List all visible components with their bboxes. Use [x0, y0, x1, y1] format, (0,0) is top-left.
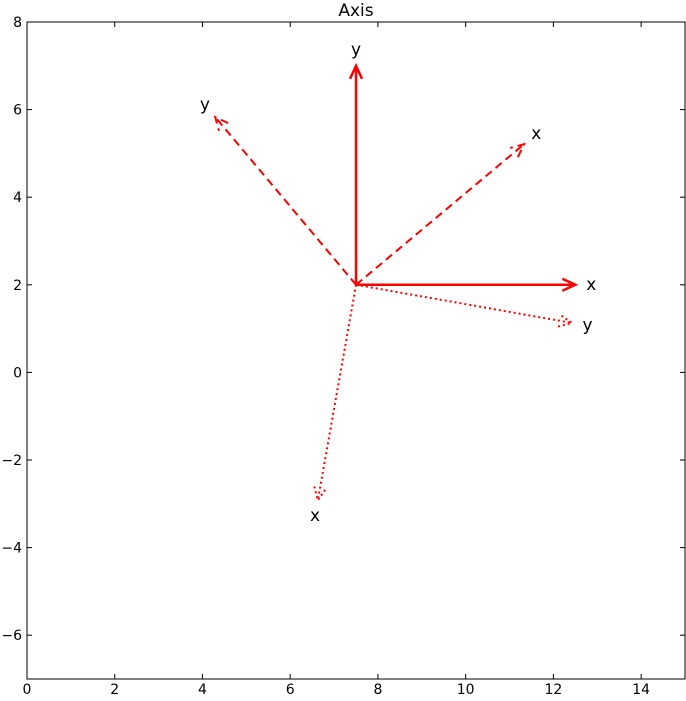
y-tick-label: −6	[1, 628, 22, 644]
arrow-dotted-y: y	[355, 283, 593, 336]
y-tick-label: 4	[13, 190, 22, 206]
arrow-shaft	[214, 116, 357, 286]
arrow-head	[213, 115, 229, 132]
arrow-dashed-y: y	[200, 95, 357, 286]
arrow-head	[561, 277, 579, 292]
arrow-solid-y: y	[348, 40, 364, 285]
arrow-label: y	[200, 95, 210, 115]
arrow-label: x	[531, 124, 541, 144]
arrow-dotted-x: x	[310, 284, 357, 526]
arrow-label: x	[310, 506, 320, 526]
y-tick-label: −4	[1, 541, 22, 557]
arrow-head	[509, 142, 526, 158]
arrow-shaft	[355, 283, 572, 324]
x-tick-label: 12	[544, 682, 562, 697]
x-tick-label: 6	[286, 682, 295, 697]
arrow-label: x	[586, 275, 596, 295]
arrow-label: y	[583, 316, 593, 336]
y-tick-label: 0	[13, 365, 22, 381]
x-tick-label: 8	[373, 682, 382, 697]
arrow-label: y	[351, 40, 361, 60]
x-tick-label: 14	[632, 682, 650, 697]
y-tick-label: 2	[13, 278, 22, 294]
arrow-solid-x: x	[356, 275, 596, 295]
y-tick-label: −2	[1, 453, 22, 469]
y-tick-label: 8	[13, 15, 22, 31]
y-tick-label: 6	[13, 103, 22, 119]
arrow-head	[348, 62, 364, 80]
arrow-dashed-x: x	[355, 124, 541, 286]
x-tick-label: 10	[457, 682, 475, 697]
x-tick-label: 0	[23, 682, 32, 697]
arrow-shaft	[355, 143, 525, 286]
x-tick-label: 4	[198, 682, 207, 697]
x-tick-label: 2	[110, 682, 119, 697]
chart-title: Axis	[338, 1, 373, 21]
arrow-shaft	[316, 284, 357, 501]
